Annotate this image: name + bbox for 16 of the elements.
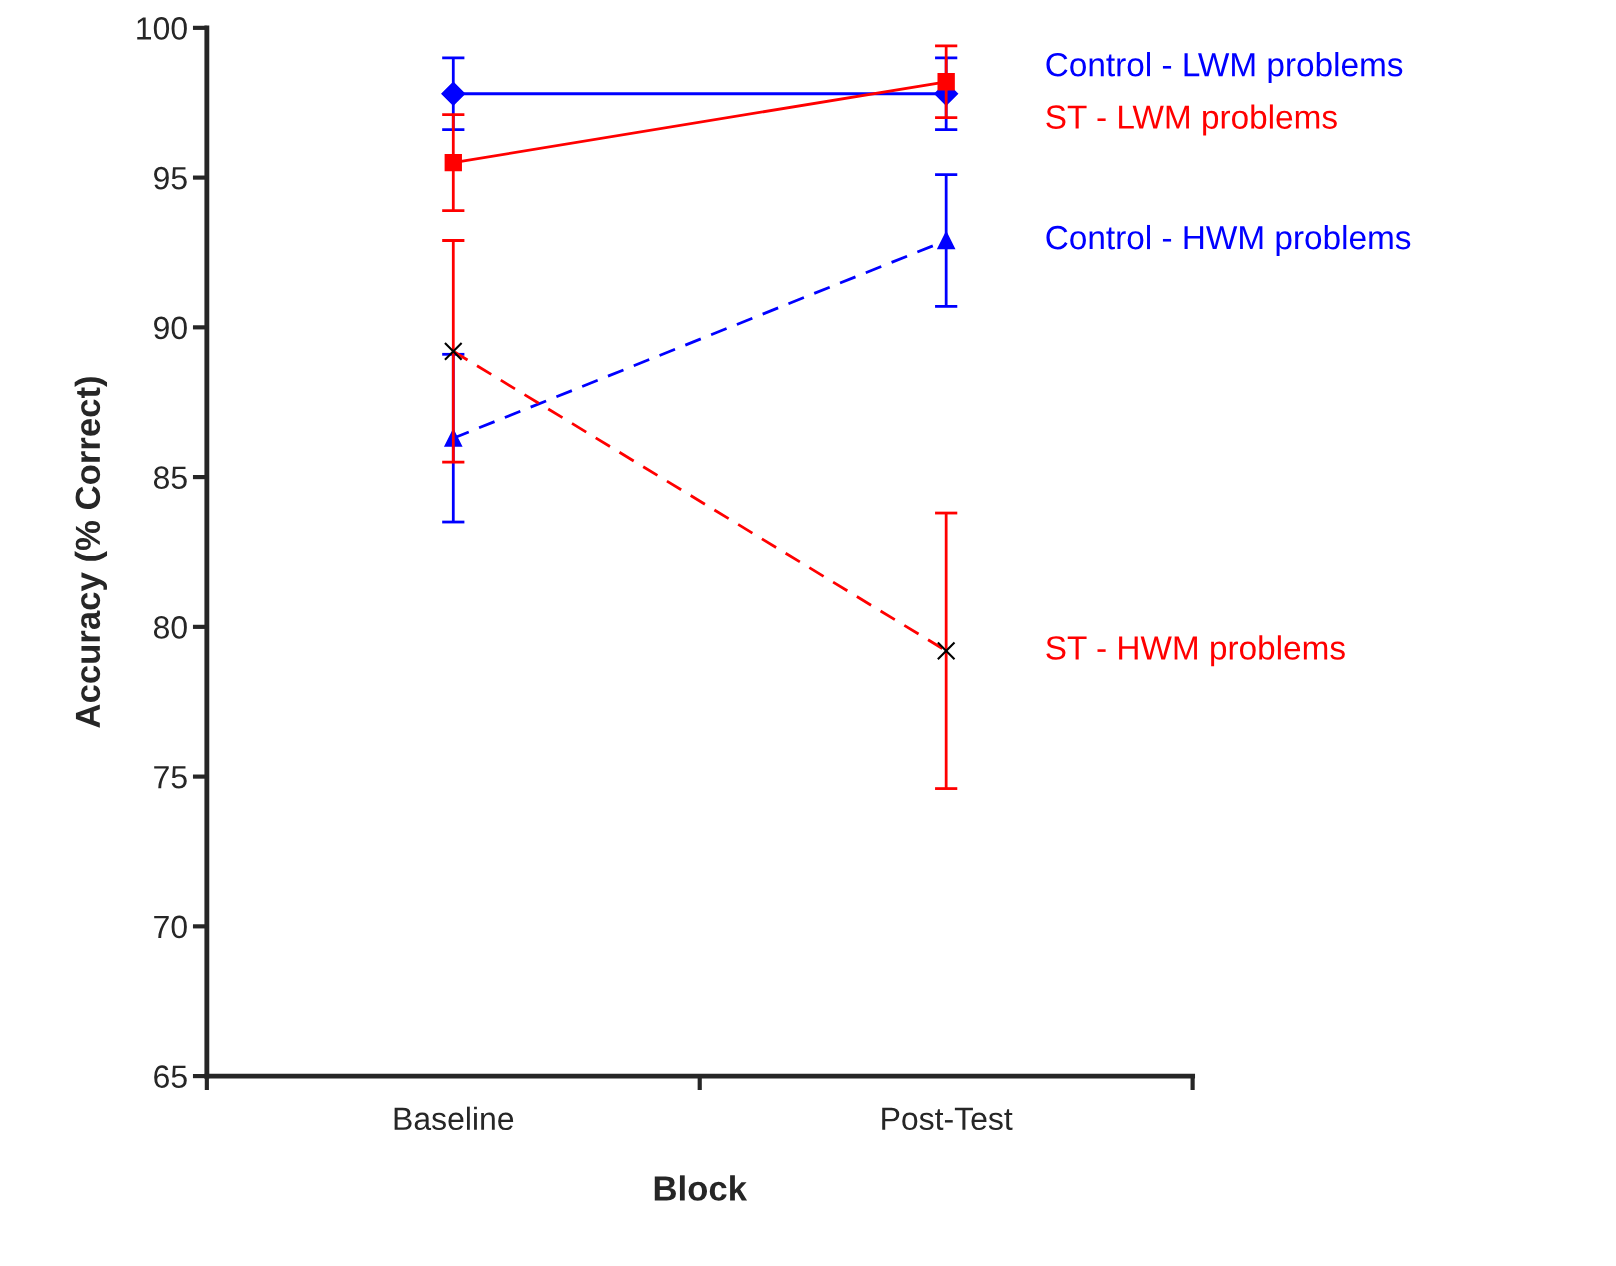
- x-axis-title: Block: [654, 1175, 748, 1201]
- y-tick-label: 70: [154, 915, 187, 939]
- x-tick-label: Baseline: [394, 1106, 514, 1131]
- y-tick-label: 75: [154, 766, 187, 789]
- y-tick-label: 80: [153, 616, 187, 639]
- text: Control - HWM problems: [1046, 224, 1411, 257]
- text: Control - LWM problems: [1046, 52, 1403, 84]
- y-tick-label: 95: [154, 166, 187, 190]
- y-tick-label: 90: [154, 316, 187, 340]
- text: ST - HWM problems: [1046, 635, 1345, 667]
- text: ST - LWM problems: [1046, 104, 1337, 136]
- y-tick-label: 100: [137, 17, 187, 40]
- x-tick-label: Post-Test: [882, 1107, 1013, 1131]
- y-tick-label: 65: [154, 1065, 187, 1088]
- y-tick-label: 85: [153, 466, 187, 489]
- y-axis-title: Accuracy (% Correct): [74, 377, 108, 728]
